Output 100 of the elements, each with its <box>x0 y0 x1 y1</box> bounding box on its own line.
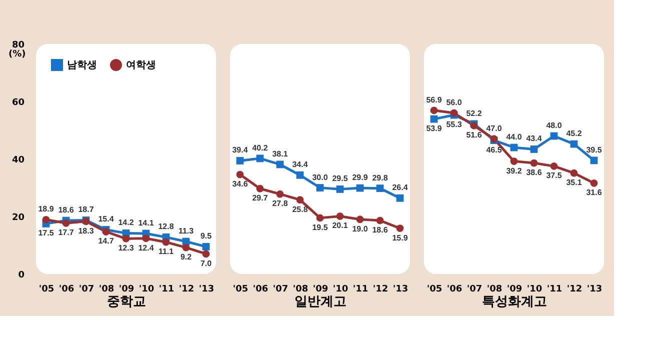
point <box>142 234 150 242</box>
data-label: 14.1 <box>138 218 154 228</box>
data-label: 17.7 <box>58 228 74 238</box>
data-label: 56.9 <box>426 95 442 104</box>
data-label: 12.3 <box>118 244 134 253</box>
data-label: 14.7 <box>98 236 114 246</box>
x-tick-label: '11 <box>352 284 368 294</box>
x-axis-title: 특성화계고 <box>482 294 547 310</box>
point <box>316 214 324 222</box>
data-label: 19.5 <box>312 222 328 232</box>
x-tick-label: '10 <box>332 284 348 294</box>
point <box>162 238 170 246</box>
point <box>530 159 538 167</box>
point <box>296 196 304 204</box>
x-tick-label: '08 <box>486 284 502 294</box>
data-label: 38.6 <box>526 168 542 178</box>
data-label: 39.2 <box>506 166 522 176</box>
x-tick-label: '06 <box>58 284 74 294</box>
data-label: 18.3 <box>78 226 94 236</box>
point <box>182 244 190 252</box>
x-tick-label: '09 <box>506 284 522 294</box>
x-tick-label: '09 <box>118 284 134 294</box>
point <box>430 106 438 114</box>
data-label: 15.4 <box>98 214 114 224</box>
data-label: 29.9 <box>352 173 368 182</box>
x-axis-title: 일반계고 <box>294 294 346 310</box>
point <box>590 156 598 164</box>
y-tick-label: 40 <box>12 156 24 166</box>
data-label: 45.2 <box>566 129 582 138</box>
data-label: 55.3 <box>446 120 462 130</box>
data-label: 34.6 <box>232 180 248 189</box>
x-tick-label: '11 <box>158 284 174 294</box>
legend-label: 남학생 <box>67 60 97 71</box>
data-label: 51.6 <box>466 130 482 140</box>
data-label: 11.1 <box>158 247 174 256</box>
y-tick-label: 80 <box>12 40 24 50</box>
data-label: 18.6 <box>372 226 388 235</box>
y-tick-label: 20 <box>12 213 24 223</box>
data-label: 18.9 <box>38 204 54 214</box>
point <box>276 190 284 198</box>
x-tick-label: '06 <box>252 284 268 294</box>
x-tick-label: '13 <box>392 284 408 294</box>
x-tick-label: '07 <box>78 284 94 294</box>
point <box>316 184 324 192</box>
data-label: 11.3 <box>178 226 194 236</box>
data-label: 29.8 <box>372 173 388 182</box>
y-tick-label: 0 <box>18 270 24 280</box>
data-label: 40.2 <box>252 143 268 152</box>
point <box>510 158 518 165</box>
data-label: 25.8 <box>292 204 308 214</box>
point <box>396 224 404 232</box>
data-label: 37.5 <box>546 171 562 180</box>
point <box>376 216 384 224</box>
x-axis-title: 중학교 <box>107 294 146 310</box>
data-label: 14.2 <box>118 218 134 228</box>
data-label: 7.0 <box>200 258 212 268</box>
point <box>336 185 344 193</box>
point <box>236 170 244 178</box>
y-axis-title: (%) <box>8 50 26 60</box>
data-label: 15.9 <box>392 233 408 242</box>
x-tick-label: '08 <box>98 284 114 294</box>
data-label: 12.4 <box>138 243 154 252</box>
x-tick-label: '09 <box>312 284 328 294</box>
data-label: 17.5 <box>38 228 54 238</box>
point <box>42 216 50 224</box>
point <box>570 169 578 177</box>
point <box>256 154 264 162</box>
x-tick-label: '07 <box>272 284 288 294</box>
data-label: 53.9 <box>426 124 442 134</box>
x-tick-label: '12 <box>566 284 582 294</box>
data-label: 9.5 <box>200 232 212 241</box>
point <box>62 219 70 227</box>
data-label: 39.4 <box>232 146 248 155</box>
point <box>570 140 578 148</box>
x-tick-label: '12 <box>372 284 388 294</box>
data-label: 9.2 <box>180 252 192 262</box>
x-tick-label: '10 <box>138 284 154 294</box>
x-tick-label: '07 <box>466 284 482 294</box>
data-label: 39.5 <box>586 145 602 154</box>
x-tick-label: '06 <box>446 284 462 294</box>
data-label: 30.0 <box>312 172 328 182</box>
point <box>296 171 304 179</box>
data-label: 29.7 <box>252 194 268 203</box>
x-tick-label: '13 <box>586 284 602 294</box>
point <box>122 234 130 242</box>
x-tick-label: '12 <box>178 284 194 294</box>
y-tick-label: 60 <box>12 98 24 108</box>
data-label: 43.4 <box>526 134 542 144</box>
point <box>376 184 384 192</box>
data-label: 12.8 <box>158 222 174 232</box>
point <box>530 146 538 153</box>
point <box>202 242 210 250</box>
point <box>236 157 244 164</box>
data-label: 27.8 <box>272 199 288 208</box>
data-label: 48.0 <box>546 121 562 130</box>
data-label: 46.5 <box>486 145 502 154</box>
data-label: 34.4 <box>292 160 308 170</box>
x-tick-label: '05 <box>426 284 442 294</box>
data-label: 52.2 <box>466 108 482 118</box>
point <box>550 162 558 170</box>
